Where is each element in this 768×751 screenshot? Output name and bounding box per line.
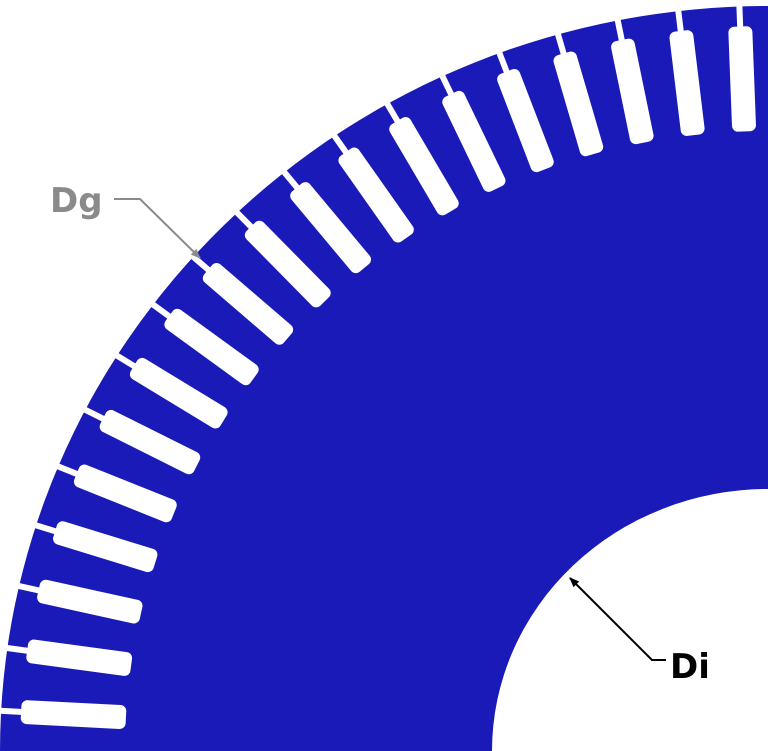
slot-opening [80,405,108,424]
slot-group [0,2,756,730]
slot-opening [0,707,26,716]
slot-opening [14,582,44,595]
rotor-slot [80,405,201,475]
rotor-slot [14,579,143,624]
di-label: Di [670,647,710,687]
slot-body [129,357,228,429]
slot-opening [111,350,139,371]
rotor-slot [495,48,554,173]
slot-opening [231,207,256,232]
slot-body [389,117,459,216]
slot-body [37,579,143,624]
dg-leader-arrow [114,198,201,259]
slot-body [669,30,705,136]
rotor-slot [231,207,331,308]
slot-body [553,51,604,157]
rotor-slot [437,71,506,192]
slot-body [611,38,654,145]
slot-body [164,308,259,386]
slot-opening [329,130,351,158]
slot-body [338,147,414,243]
di-leader-arrow [569,577,666,661]
rotor-slot [279,167,372,274]
slot-opening [674,6,685,36]
slot-opening [736,2,744,31]
slot-opening [495,48,511,77]
slot-opening [279,167,302,193]
slot-body [244,220,331,308]
rotor-slot [111,350,228,429]
rotor-slot [53,462,177,523]
slot-body [99,409,201,475]
rotor-slot [382,98,459,216]
rotor-slot [611,15,654,145]
dg-label: Dg [50,181,103,221]
slot-body [26,639,133,676]
rotor-slot [329,130,414,243]
slot-opening [437,71,456,99]
slot-opening [53,462,82,479]
slot-body [442,90,506,192]
slot-body [53,521,158,573]
slot-body [202,263,294,345]
slot-body [290,182,372,274]
slot-body [728,26,756,132]
slot-opening [31,521,60,536]
rotor-slot [0,700,127,730]
rotor-slot [31,521,158,573]
rotor-slot [728,2,756,132]
slot-body [497,68,554,173]
slot-opening [147,299,175,321]
rotor-slot [2,639,133,676]
slot-opening [382,98,402,126]
slot-opening [613,15,626,45]
slot-body [73,464,177,523]
rotor-slot [147,299,259,386]
slot-opening [2,644,32,655]
slot-body [20,700,127,730]
slot-opening [553,29,568,59]
rotor-slot [669,6,705,136]
lamination-ring [0,6,768,751]
rotor-slot [553,29,604,157]
